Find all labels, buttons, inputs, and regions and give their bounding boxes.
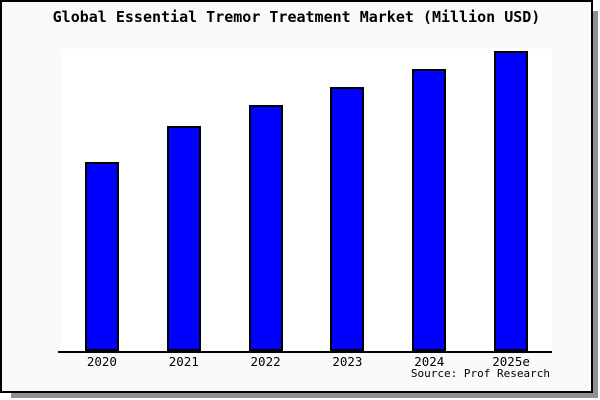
bar-2023	[330, 87, 365, 351]
bar-2025e	[494, 51, 529, 351]
source-note: Source: Prof Research	[410, 367, 550, 380]
bars-layer	[61, 49, 552, 351]
bar-2024	[412, 69, 447, 351]
bar-2022	[248, 105, 283, 351]
bar-2021	[166, 126, 201, 351]
x-tick-label-2024: 2024	[414, 354, 445, 369]
bar-2020	[84, 162, 119, 351]
x-tick-labels: 2020 2021 2022 2023 2024 2025e	[61, 354, 552, 370]
plot-area	[61, 49, 552, 351]
x-axis-line	[58, 351, 552, 353]
x-tick-label-2023: 2023	[332, 354, 363, 369]
chart-title: Global Essential Tremor Treatment Market…	[52, 8, 541, 26]
x-tick-label-2021: 2021	[168, 354, 199, 369]
x-tick-label-2020: 2020	[86, 354, 117, 369]
chart-window: Global Essential Tremor Treatment Market…	[0, 0, 593, 393]
x-tick-label-2025e: 2025e	[492, 354, 530, 369]
x-tick-label-2022: 2022	[250, 354, 281, 369]
